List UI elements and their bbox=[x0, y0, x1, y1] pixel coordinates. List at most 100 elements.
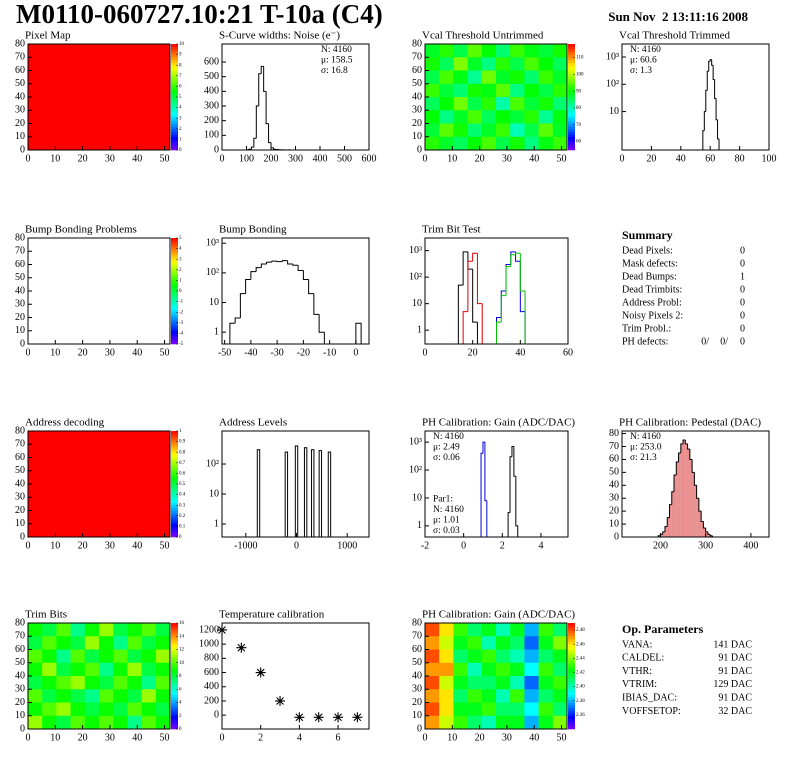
colorbar-step bbox=[171, 436, 178, 440]
heatmap-cell bbox=[56, 702, 71, 717]
colorbar-step bbox=[171, 144, 178, 148]
x-tick-label: 20 bbox=[468, 347, 478, 358]
summary-title: Summary bbox=[622, 228, 673, 242]
y-tick-label: 400 bbox=[204, 86, 219, 97]
heatmap-cell bbox=[496, 136, 511, 151]
colorbar-step bbox=[171, 293, 178, 297]
colorbar-label: -5 bbox=[179, 342, 184, 347]
colorbar-step bbox=[171, 70, 178, 74]
y-tick-label: 200 bbox=[204, 695, 219, 706]
colorbar-label: 2.46 bbox=[576, 642, 585, 647]
colorbar-step bbox=[568, 134, 575, 138]
histogram-bin bbox=[472, 252, 478, 262]
histogram-bin bbox=[462, 251, 468, 286]
x-tick-label: 0 bbox=[294, 540, 299, 551]
stats-line: N: 4160 bbox=[433, 505, 464, 515]
x-tick-label: 50 bbox=[557, 732, 567, 743]
colorbar-step bbox=[171, 65, 178, 69]
heatmap-cell bbox=[538, 70, 554, 85]
heatmap-cell bbox=[141, 715, 157, 730]
colorbar-step bbox=[171, 54, 178, 58]
heatmap-cell bbox=[481, 136, 497, 151]
colorbar-label: 0 bbox=[179, 727, 182, 732]
heatmap-cell bbox=[538, 689, 554, 703]
y-tick-label: 0 bbox=[214, 144, 219, 155]
histogram-fill bbox=[703, 527, 706, 537]
colorbar-label: 10 bbox=[179, 42, 185, 47]
heatmap-cell bbox=[524, 83, 539, 98]
y-tick-label: 30 bbox=[412, 105, 422, 116]
colorbar-step bbox=[171, 491, 178, 495]
colorbar-step bbox=[568, 142, 575, 145]
panel-title: Pixel Map bbox=[25, 30, 71, 42]
heatmap-cell bbox=[113, 689, 128, 703]
summary-label: Dead Bumps: bbox=[622, 271, 677, 282]
heatmap-cell bbox=[510, 110, 525, 124]
colorbar-step bbox=[171, 457, 178, 461]
heatmap-cell bbox=[552, 44, 568, 58]
y-tick-label: 1000 bbox=[199, 638, 219, 649]
heatmap-cell bbox=[56, 623, 71, 637]
heatmap-cell bbox=[524, 70, 539, 85]
x-tick-label: 0 bbox=[220, 732, 225, 743]
x-tick-label: 1000 bbox=[337, 540, 357, 551]
colorbar-step bbox=[171, 446, 178, 450]
colorbar-step bbox=[171, 147, 178, 151]
histogram-bin bbox=[500, 290, 507, 318]
heatmap-cell bbox=[439, 636, 454, 650]
heatmap-cell bbox=[439, 702, 454, 717]
heatmap-cell bbox=[99, 715, 114, 730]
colorbar-step bbox=[171, 676, 178, 679]
colorbar-step bbox=[568, 81, 575, 85]
summary-value: 0 bbox=[740, 323, 745, 334]
heatmap-cell bbox=[481, 636, 497, 650]
histogram-bin bbox=[260, 263, 267, 268]
heatmap-cell bbox=[552, 689, 568, 703]
histogram-bin bbox=[675, 461, 679, 475]
x-tick-label: 10 bbox=[50, 540, 60, 551]
colorbar-step bbox=[568, 44, 575, 47]
parameter-label: VTRIM: bbox=[622, 679, 657, 690]
histogram-bin bbox=[255, 267, 262, 272]
colorbar-label: 60 bbox=[576, 140, 582, 145]
y-tick-label: 10 bbox=[15, 131, 25, 142]
colorbar-step bbox=[171, 462, 178, 466]
x-tick-label: -1000 bbox=[234, 540, 257, 551]
histogram-bin bbox=[480, 452, 483, 537]
histogram-bin bbox=[250, 271, 257, 280]
colorbar-step bbox=[171, 452, 178, 456]
colorbar-step bbox=[568, 147, 575, 151]
colorbar-step bbox=[171, 243, 178, 247]
heatmap-cell bbox=[141, 676, 157, 690]
page-title: M0110-060727.10:21 T-10a (C4) bbox=[16, 0, 383, 29]
histogram-bin bbox=[292, 263, 299, 266]
y-tick-label: 80 bbox=[15, 38, 25, 49]
colorbar-label: 3 bbox=[179, 116, 182, 121]
y-tick-label: 10² bbox=[409, 464, 422, 475]
x-tick-label: 10 bbox=[447, 153, 457, 164]
y-tick-label: 10³ bbox=[206, 238, 219, 249]
panel-title: Trim Bits bbox=[25, 609, 67, 621]
colorbar-step bbox=[171, 115, 178, 119]
y-tick-label: 40 bbox=[15, 478, 25, 489]
histogram-bin bbox=[706, 70, 709, 91]
colorbar-step bbox=[171, 470, 178, 474]
y-tick-label: 50 bbox=[15, 78, 25, 89]
colorbar-step bbox=[568, 660, 575, 664]
colorbar-step bbox=[171, 476, 178, 479]
y-tick-label: 20 bbox=[15, 697, 25, 708]
heatmap-cell bbox=[42, 689, 57, 703]
colorbar-step bbox=[171, 44, 178, 47]
heatmap-cell bbox=[524, 97, 539, 111]
heatmap-cell bbox=[56, 689, 71, 703]
colorbar-label: 0.9 bbox=[179, 440, 186, 445]
colorbar-step bbox=[171, 94, 178, 98]
heatmap-cell bbox=[127, 715, 142, 730]
colorbar-label: 10 bbox=[179, 661, 185, 666]
heatmap-cell bbox=[481, 662, 497, 677]
histogram-bin bbox=[496, 317, 502, 344]
colorbar-step bbox=[568, 636, 575, 640]
heatmap-cell bbox=[28, 623, 43, 637]
x-tick-label: 4 bbox=[297, 732, 302, 743]
x-tick-label: 20 bbox=[475, 153, 485, 164]
